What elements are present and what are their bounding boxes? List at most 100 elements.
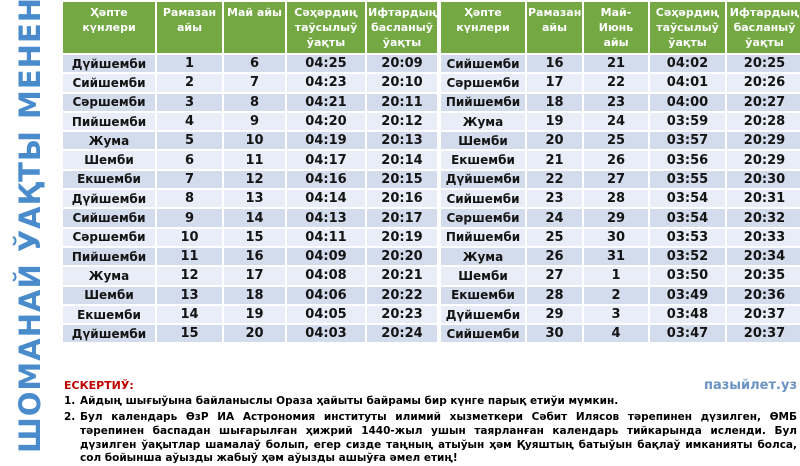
value-cell: 25 (525, 226, 584, 248)
table-row: Сийшемби 9 14 04:13 20:17 (61, 207, 439, 229)
day-cell: Дүйшемби (61, 323, 157, 345)
value-cell: 18 (222, 284, 287, 306)
table-row: Екшемби 14 19 04:05 20:23 (61, 303, 439, 326)
value-cell: 04:05 (285, 303, 367, 326)
day-cell: Сийшемби (439, 323, 527, 345)
value-cell: 04:21 (285, 91, 367, 113)
header-row: Ҳәпте күнлери Рамазан айы Май айы Сәҳәрд… (61, 0, 439, 55)
value-cell: 29 (582, 207, 650, 229)
value-cell: 20:36 (725, 284, 800, 306)
value-cell: 20:23 (365, 303, 439, 326)
table-row: Шемби 6 11 04:17 20:14 (61, 149, 439, 171)
value-cell: 10 (155, 226, 224, 248)
value-cell: 04:06 (285, 284, 367, 306)
value-cell: 8 (222, 91, 287, 113)
value-cell: 19 (222, 303, 287, 326)
table-row: Пийшемби 4 9 04:20 20:12 (61, 110, 439, 133)
note-item: 1. Айдың шығыўына байланыслы Ораза ҳайыт… (64, 395, 797, 409)
column-header-suhoor-end: Сәҳәрдиң таўсылыў ўақты (648, 0, 727, 55)
column-header-month-day: Май-Июнь айы (582, 0, 650, 55)
day-cell: Сийшемби (61, 207, 157, 229)
value-cell: 24 (582, 110, 650, 133)
value-cell: 04:09 (285, 245, 367, 268)
table-row: Дүйшемби 22 27 03:55 20:30 (439, 168, 800, 191)
note-text: Бул календарь ӨзР ИА Астрономия институт… (80, 410, 797, 465)
value-cell: 16 (525, 52, 584, 75)
value-cell: 20:09 (365, 52, 439, 75)
day-cell: Сийшемби (439, 188, 527, 210)
value-cell: 20:17 (365, 207, 439, 229)
table-row: Пийшемби 25 30 03:53 20:33 (439, 226, 800, 248)
value-cell: 22 (525, 168, 584, 191)
table-row: Сийшемби 23 28 03:54 20:31 (439, 188, 800, 210)
footer-notes: ЕСКЕРТИЎ: пазыйлет.уз 1. Айдың шығыўына … (64, 378, 797, 466)
column-header-weekday: Ҳәпте күнлери (439, 0, 527, 55)
table-row: Шемби 27 1 03:50 20:35 (439, 265, 800, 287)
table-row: Сәршемби 24 29 03:54 20:32 (439, 207, 800, 229)
table-row: Екшемби 21 26 03:56 20:29 (439, 149, 800, 171)
day-cell: Жума (61, 130, 157, 152)
notes-heading: ЕСКЕРТИЎ: (64, 379, 134, 392)
table-row: Сәршемби 10 15 04:11 20:19 (61, 226, 439, 248)
day-cell: Сәршемби (439, 72, 527, 94)
day-cell: Дүйшемби (439, 303, 527, 326)
value-cell: 04:00 (648, 91, 727, 113)
day-cell: Шемби (61, 284, 157, 306)
table-row: Сәршемби 3 8 04:21 20:11 (61, 91, 439, 113)
value-cell: 27 (525, 265, 584, 287)
value-cell: 20:29 (725, 130, 800, 152)
value-cell: 20:20 (365, 245, 439, 268)
day-cell: Пийшемби (61, 110, 157, 133)
value-cell: 03:53 (648, 226, 727, 248)
value-cell: 18 (525, 91, 584, 113)
value-cell: 26 (582, 149, 650, 171)
value-cell: 04:01 (648, 72, 727, 94)
value-cell: 14 (155, 303, 224, 326)
value-cell: 17 (222, 265, 287, 287)
day-cell: Шемби (61, 149, 157, 171)
value-cell: 15 (155, 323, 224, 345)
value-cell: 04:02 (648, 52, 727, 75)
table-row: Сәршемби 17 22 04:01 20:26 (439, 72, 800, 94)
value-cell: 20:24 (365, 323, 439, 345)
value-cell: 20:29 (725, 149, 800, 171)
value-cell: 5 (155, 130, 224, 152)
day-cell: Сийшемби (439, 52, 527, 75)
value-cell: 04:11 (285, 226, 367, 248)
day-cell: Сийшемби (61, 72, 157, 94)
value-cell: 20:37 (725, 323, 800, 345)
table-row: Сийшемби 16 21 04:02 20:25 (439, 52, 800, 75)
table-row: Жума 12 17 04:08 20:21 (61, 265, 439, 287)
day-cell: Сәршемби (61, 226, 157, 248)
value-cell: 20:15 (365, 168, 439, 191)
table-row: Дүйшемби 15 20 04:03 20:24 (61, 323, 439, 345)
value-cell: 04:17 (285, 149, 367, 171)
value-cell: 03:57 (648, 130, 727, 152)
value-cell: 12 (155, 265, 224, 287)
value-cell: 2 (155, 72, 224, 94)
day-cell: Дүйшемби (439, 168, 527, 191)
value-cell: 20:25 (725, 52, 800, 75)
table-row: Сийшемби 2 7 04:23 20:10 (61, 72, 439, 94)
schedule-table-second-half: Ҳәпте күнлери Рамазан айы Май-Июнь айы С… (439, 0, 800, 345)
value-cell: 6 (222, 52, 287, 75)
value-cell: 15 (222, 226, 287, 248)
table-row: Сийшемби 30 4 03:47 20:37 (439, 323, 800, 345)
value-cell: 04:20 (285, 110, 367, 133)
value-cell: 21 (582, 52, 650, 75)
value-cell: 03:56 (648, 149, 727, 171)
value-cell: 23 (525, 188, 584, 210)
note-text: Айдың шығыўына байланыслы Ораза ҳайыты б… (80, 395, 619, 407)
value-cell: 20:28 (725, 110, 800, 133)
value-cell: 7 (155, 168, 224, 191)
schedule-tables: Ҳәпте күнлери Рамазан айы Май айы Сәҳәрд… (61, 0, 800, 345)
value-cell: 26 (525, 245, 584, 268)
value-cell: 27 (582, 168, 650, 191)
value-cell: 20:16 (365, 188, 439, 210)
column-header-weekday: Ҳәпте күнлери (61, 0, 157, 55)
column-header-iftar-start: Ифтардың басланыў ўақты (725, 0, 800, 55)
value-cell: 9 (222, 110, 287, 133)
value-cell: 14 (222, 207, 287, 229)
day-cell: Дүйшемби (61, 52, 157, 75)
day-cell: Екшемби (439, 149, 527, 171)
